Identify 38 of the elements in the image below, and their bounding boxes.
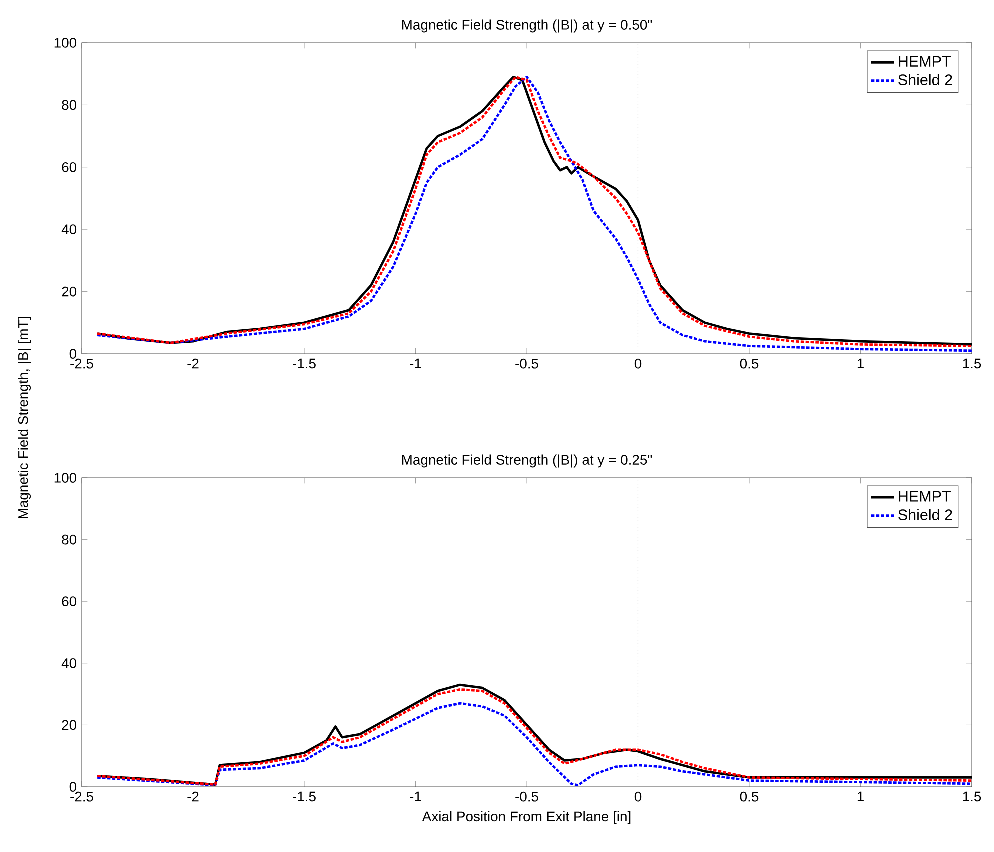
y-tick-label: 80 bbox=[62, 100, 77, 110]
x-tick-label: 0 bbox=[634, 792, 642, 802]
x-tick-label: 0.5 bbox=[740, 792, 759, 802]
chart-title: Magnetic Field Strength (|B|) at y = 0.25" bbox=[402, 454, 652, 468]
x-tick-label: 0 bbox=[634, 358, 642, 369]
x-tick-label: 1 bbox=[858, 358, 864, 369]
x-tick-label: -0.5 bbox=[516, 358, 538, 369]
y-tick-label: 80 bbox=[62, 534, 77, 545]
y-tick-label: 40 bbox=[62, 658, 77, 668]
x-tick-label: -1 bbox=[410, 792, 422, 802]
x-tick-label: -2.5 bbox=[70, 792, 94, 802]
y-tick-label: 40 bbox=[62, 224, 77, 235]
y-tick-label: 100 bbox=[54, 38, 77, 48]
legend-label: HEMPT bbox=[899, 56, 951, 67]
y-tick-label: 20 bbox=[62, 286, 77, 297]
x-tick-label: 1.5 bbox=[963, 792, 982, 802]
x-tick-label: 0.5 bbox=[740, 358, 759, 369]
y-tick-label: 60 bbox=[62, 162, 77, 172]
x-tick-label: -1.5 bbox=[293, 358, 316, 369]
y-tick-label: 20 bbox=[62, 720, 77, 730]
x-tick-label: 1 bbox=[858, 792, 864, 802]
y-tick-label: 60 bbox=[62, 596, 77, 607]
legend-label: Shield 2 bbox=[898, 509, 952, 520]
x-tick-label: 1.5 bbox=[963, 358, 982, 369]
x-tick-label: -2.5 bbox=[70, 358, 94, 369]
y-axis-title: Magnetic Field Strength, |B| [mT] bbox=[18, 317, 32, 519]
x-tick-label: -1 bbox=[410, 358, 422, 369]
x-tick-label: -2 bbox=[188, 358, 199, 369]
x-tick-label: -2 bbox=[188, 792, 199, 802]
x-axis-title: Axial Position From Exit Plane [in] bbox=[422, 811, 631, 824]
y-tick-label: 0 bbox=[70, 349, 77, 359]
chart-title: Magnetic Field Strength (|B|) at y = 0.50" bbox=[402, 20, 652, 33]
y-tick-label: 0 bbox=[70, 782, 77, 792]
legend-label: HEMPT bbox=[899, 491, 951, 502]
x-tick-label: -1.5 bbox=[293, 792, 316, 802]
legend-label: Shield 2 bbox=[898, 74, 952, 86]
y-tick-label: 100 bbox=[54, 473, 77, 483]
x-tick-label: -0.5 bbox=[516, 792, 538, 802]
